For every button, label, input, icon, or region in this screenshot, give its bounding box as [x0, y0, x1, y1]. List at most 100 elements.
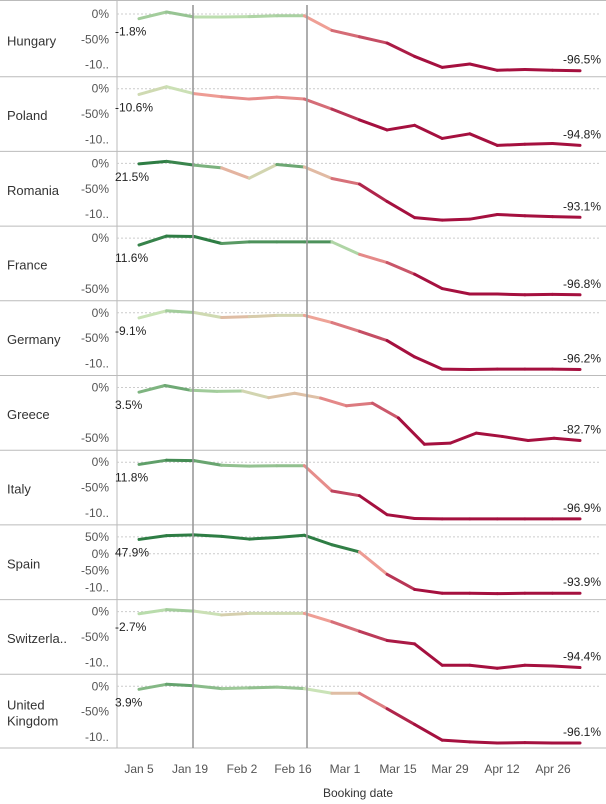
- series-segment: [413, 272, 444, 291]
- series-segment: [165, 533, 196, 538]
- series-segment: [358, 629, 389, 642]
- series-segment: [165, 608, 196, 613]
- series-segment: [192, 609, 224, 617]
- series-segment: [330, 28, 361, 39]
- x-tick-label: Mar 29: [431, 762, 469, 776]
- y-tick-label: 0%: [92, 231, 110, 245]
- row-label: Spain: [7, 556, 40, 571]
- y-tick-label: -50%: [81, 564, 109, 578]
- series-segment: [330, 240, 361, 256]
- end-value-label: -96.1%: [563, 725, 601, 739]
- series-segment: [192, 310, 224, 320]
- series-segment: [358, 329, 389, 343]
- series-segment: [220, 95, 251, 101]
- row-label: Italy: [7, 482, 31, 497]
- series-segment: [440, 738, 472, 744]
- row-romania: 0% -50% -10.. Romania 21.5% -93.1%: [0, 150, 606, 222]
- y-tick-label: -50%: [81, 282, 109, 296]
- series-segment: [220, 315, 251, 320]
- row-label: Greece: [7, 407, 50, 422]
- series-segment: [330, 620, 361, 633]
- row-italy: 0% -50% -10.. Italy 11.8% -96.9%: [0, 449, 606, 521]
- series-segment: [247, 95, 279, 101]
- series-segment: [468, 663, 499, 670]
- y-tick-label: -10..: [85, 207, 109, 221]
- series-segment: [500, 434, 530, 443]
- series-segment: [385, 339, 417, 359]
- series-segment: [413, 54, 444, 69]
- series-segment: [396, 416, 426, 446]
- series-segment: [523, 214, 554, 219]
- series-segment: [302, 97, 334, 111]
- row-label: United Kingdom: [7, 698, 58, 729]
- x-tick-label: Jan 19: [172, 762, 208, 776]
- series-segment: [137, 458, 169, 466]
- y-tick-label: -10..: [85, 357, 109, 371]
- series-segment: [523, 67, 554, 72]
- series-segment: [358, 118, 389, 132]
- series-segment: [267, 391, 297, 400]
- x-axis-title: Booking date: [323, 786, 393, 800]
- series-segment: [137, 309, 169, 320]
- series-segment: [385, 41, 417, 58]
- row-switzerla: 0% -50% -10.. Switzerla.. -2.7% -94.4%: [0, 599, 606, 670]
- series-segment: [189, 388, 219, 393]
- end-value-label: -93.9%: [563, 575, 601, 589]
- series-segment: [192, 684, 224, 691]
- end-value-label: -96.2%: [563, 352, 601, 366]
- y-tick-label: 0%: [92, 381, 110, 395]
- series-segment: [247, 163, 279, 180]
- series-segment: [526, 436, 556, 443]
- series-segment: [358, 691, 389, 711]
- series-segment: [495, 663, 527, 670]
- series-segment: [192, 163, 224, 170]
- series-segment: [192, 234, 224, 245]
- start-value-label: 47.9%: [115, 545, 149, 559]
- y-tick-label: -50%: [81, 32, 109, 46]
- series-segment: [440, 287, 472, 296]
- end-value-label: -93.1%: [563, 199, 601, 213]
- series-segment: [468, 740, 499, 745]
- series-segment: [247, 685, 279, 690]
- series-segment: [165, 682, 196, 688]
- series-segment: [468, 213, 499, 221]
- y-tick-label: 0%: [92, 156, 110, 170]
- series-segment: [523, 141, 554, 146]
- series-segment: [165, 159, 196, 167]
- x-tick-label: Feb 2: [227, 762, 258, 776]
- start-value-label: 21.5%: [115, 170, 149, 184]
- series-segment: [137, 10, 169, 21]
- series-segment: [422, 441, 452, 446]
- row-label: Romania: [7, 183, 60, 198]
- start-value-label: 3.5%: [115, 398, 143, 412]
- series-segment: [319, 396, 349, 408]
- series-segment: [413, 123, 444, 140]
- y-tick-label: 0%: [92, 455, 110, 469]
- y-tick-label: -50%: [81, 481, 109, 495]
- series-segment: [330, 543, 361, 554]
- y-tick-label: -50%: [81, 630, 109, 644]
- series-segment: [474, 431, 504, 438]
- series-segment: [220, 166, 251, 180]
- series-segment: [302, 313, 334, 325]
- series-segment: [345, 401, 374, 408]
- y-tick-label: -50%: [81, 107, 109, 121]
- series-segment: [440, 62, 472, 69]
- series-segment: [302, 14, 334, 32]
- x-tick-label: Feb 16: [274, 762, 312, 776]
- series-segment: [137, 234, 169, 247]
- series-segment: [302, 687, 334, 695]
- series-segment: [495, 292, 527, 297]
- series-segment: [165, 10, 196, 19]
- series-segment: [358, 35, 389, 45]
- row-hungary: 0% -50% -10.. Hungary -1.8% -96.5%: [7, 7, 601, 73]
- y-tick-label: 0%: [92, 306, 110, 320]
- series-segment: [275, 95, 306, 101]
- row-spain: 50% 0% -50% -10.. Spain 47.9% -93.9%: [0, 524, 606, 596]
- series-segment: [165, 309, 196, 314]
- y-tick-label: -10..: [85, 730, 109, 744]
- series-segment: [385, 707, 417, 726]
- series-segment: [302, 165, 334, 180]
- y-tick-label: -50%: [81, 431, 109, 445]
- series-segment: [440, 132, 472, 140]
